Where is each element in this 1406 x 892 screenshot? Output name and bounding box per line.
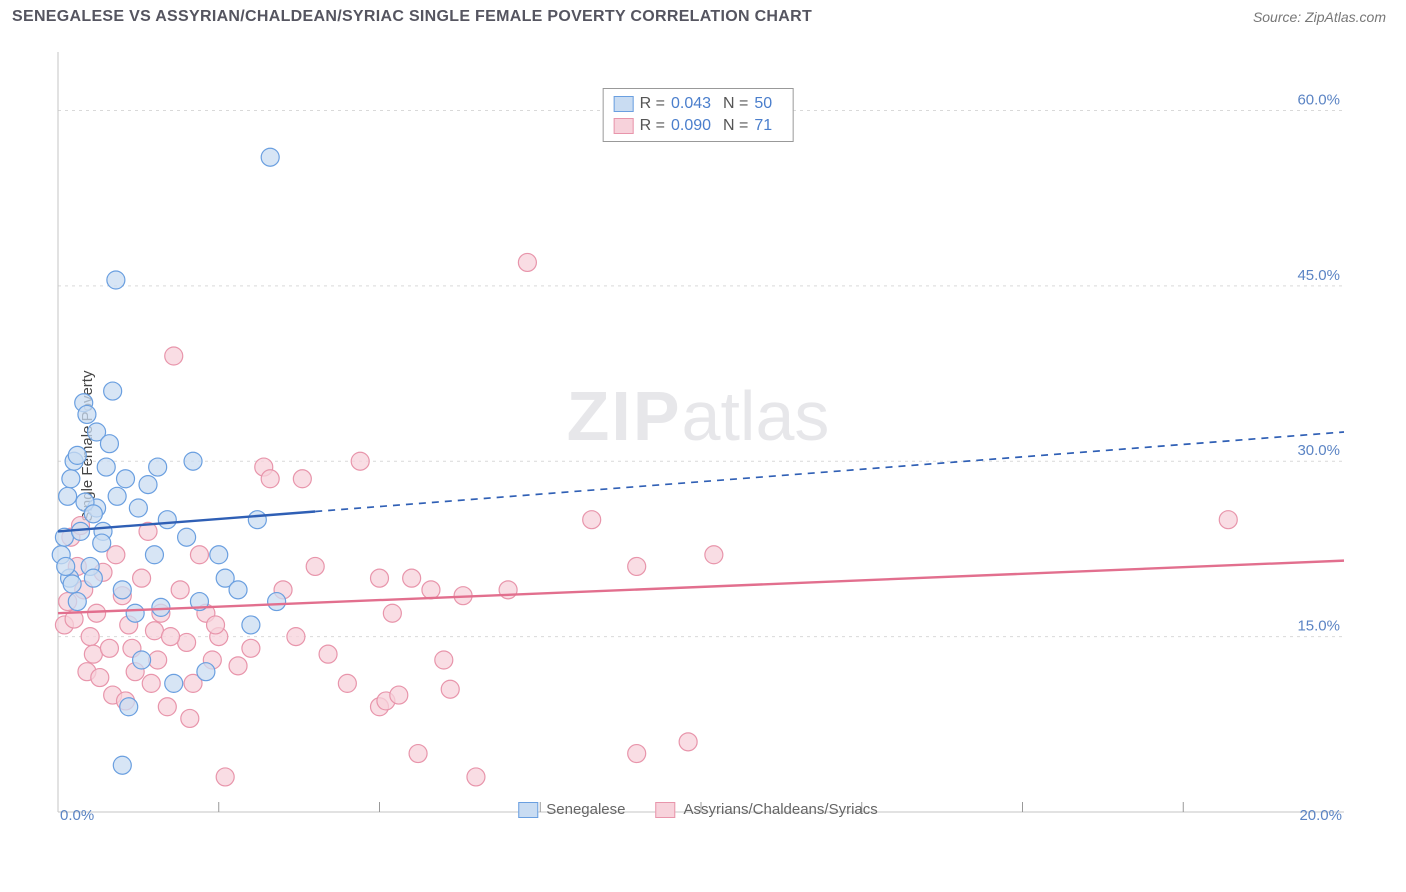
legend-item-1: Assyrians/Chaldeans/Syriacs	[655, 801, 877, 818]
svg-text:0.0%: 0.0%	[60, 807, 94, 822]
svg-text:30.0%: 30.0%	[1297, 442, 1340, 459]
svg-text:60.0%: 60.0%	[1297, 91, 1340, 108]
r-value-1: 0.090	[671, 117, 717, 135]
n-value-0: 50	[754, 95, 782, 113]
swatch-series-0	[518, 802, 538, 818]
legend-correlation: R = 0.043 N = 50 R = 0.090 N = 71	[603, 88, 794, 142]
n-value-1: 71	[754, 117, 782, 135]
svg-text:45.0%: 45.0%	[1297, 267, 1340, 284]
legend-row-series-1: R = 0.090 N = 71	[614, 115, 783, 137]
r-value-0: 0.043	[671, 95, 717, 113]
svg-text:20.0%: 20.0%	[1299, 807, 1342, 822]
legend-label-1: Assyrians/Chaldeans/Syriacs	[683, 801, 877, 818]
n-label: N =	[723, 117, 748, 135]
scatter-plot: 15.0% 30.0% 45.0% 60.0% 0.0% 20.0%	[48, 42, 1348, 822]
n-label: N =	[723, 95, 748, 113]
legend-item-0: Senegalese	[518, 801, 625, 818]
chart-header: SENEGALESE VS ASSYRIAN/CHALDEAN/SYRIAC S…	[0, 0, 1406, 30]
chart-title: SENEGALESE VS ASSYRIAN/CHALDEAN/SYRIAC S…	[12, 8, 812, 26]
chart-source: Source: ZipAtlas.com	[1253, 9, 1386, 25]
chart-area: 15.0%30.0%45.0%60.0%0.0%20.0% ZIPatlas R…	[48, 42, 1348, 822]
legend-row-series-0: R = 0.043 N = 50	[614, 93, 783, 115]
swatch-series-0	[614, 96, 634, 112]
swatch-series-1	[614, 118, 634, 134]
r-label: R =	[640, 117, 665, 135]
svg-text:15.0%: 15.0%	[1297, 618, 1340, 635]
swatch-series-1	[655, 802, 675, 818]
r-label: R =	[640, 95, 665, 113]
legend-series: Senegalese Assyrians/Chaldeans/Syriacs	[518, 801, 877, 818]
legend-label-0: Senegalese	[546, 801, 625, 818]
